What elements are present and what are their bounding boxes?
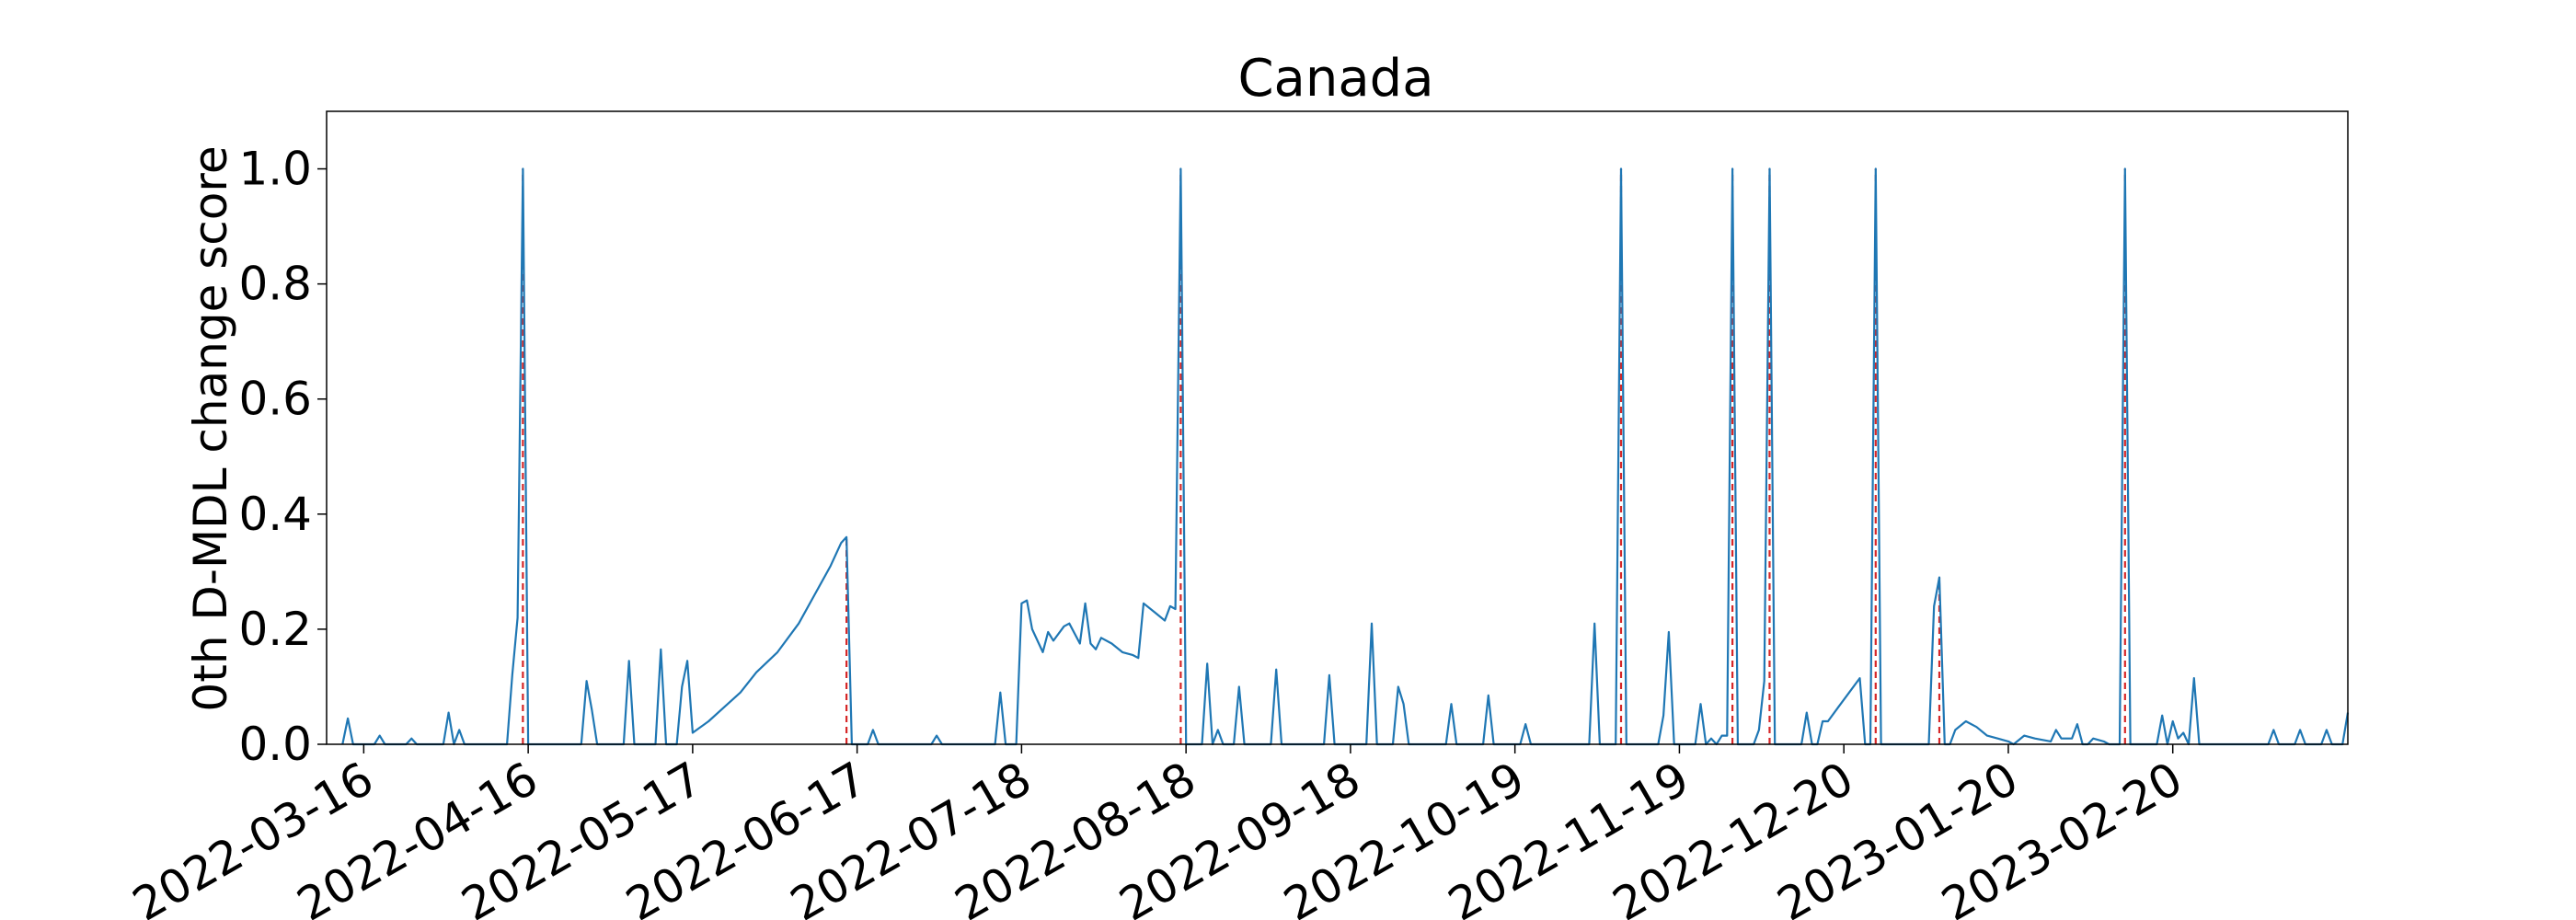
y-tick-label: 1.0 [238,143,312,196]
y-tick-label: 0.4 [238,488,312,541]
y-tick-label: 0.6 [238,373,312,426]
y-tick-label: 0.2 [238,603,312,656]
y-tick-label: 0.0 [238,718,312,771]
y-tick-label: 0.8 [238,258,312,311]
y-axis-label: 0th D-MDL change score [184,145,237,711]
series-line-1 [341,167,2350,746]
chart-title: Canada [1237,49,1433,109]
plot-frame [326,110,2349,745]
series-group [341,167,2350,746]
y-axis: 0.0 0.2 0.4 0.6 0.8 1.0 [238,143,327,771]
